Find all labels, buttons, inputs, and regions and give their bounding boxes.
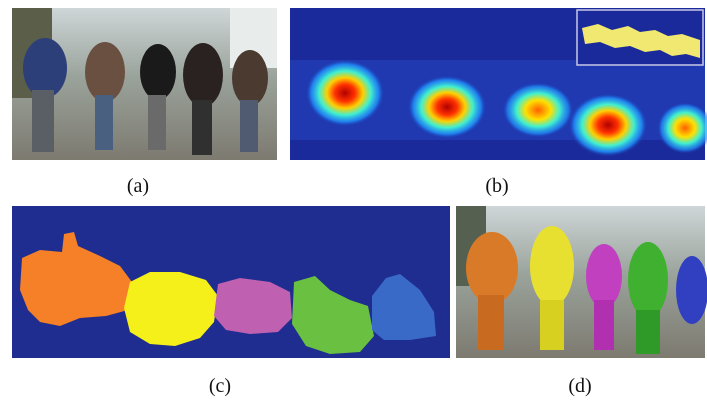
caption: (d) xyxy=(568,375,591,397)
segment xyxy=(214,278,292,334)
caption: (c) xyxy=(209,375,231,397)
heat-blob xyxy=(568,93,648,157)
person xyxy=(636,310,660,354)
segment xyxy=(20,232,132,326)
person xyxy=(594,300,614,350)
segment xyxy=(372,274,436,340)
person xyxy=(478,295,504,350)
heat-blob xyxy=(305,59,385,127)
person xyxy=(676,256,707,324)
caption: (b) xyxy=(485,175,508,197)
person xyxy=(586,244,622,308)
people xyxy=(23,38,268,155)
panel-d xyxy=(456,206,707,358)
inset-shape xyxy=(582,24,700,58)
segment xyxy=(292,276,374,354)
caption: (a) xyxy=(127,175,149,197)
person xyxy=(466,232,518,304)
heat-blob xyxy=(407,75,487,139)
panel-c xyxy=(12,206,450,358)
segment xyxy=(124,272,218,346)
person xyxy=(540,300,564,350)
panel-a xyxy=(12,8,277,160)
heat-blob xyxy=(502,82,574,138)
panel-b xyxy=(290,8,707,160)
person xyxy=(530,226,574,306)
person xyxy=(628,242,668,318)
heat-blob xyxy=(657,102,707,154)
